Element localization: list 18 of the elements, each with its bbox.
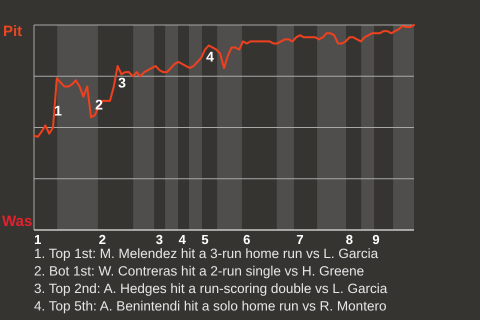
x-tick-label: 3	[156, 232, 164, 247]
text: Pit	[3, 23, 22, 40]
text: 1. Top 1st: M. Melendez hit a 3-run home run vs L. Garcia	[34, 246, 379, 261]
text: 2. Bot 1st: W. Contreras hit a 2-run single vs H. Greene	[34, 264, 364, 278]
text: 4. Top 5th: A. Benintendi hit a solo home run vs R. Montero	[34, 298, 386, 314]
x-tick-label: 6	[243, 232, 250, 247]
x-tick-label: 1	[34, 232, 42, 247]
annotation: 4	[206, 48, 214, 65]
annotation: 3	[118, 74, 126, 91]
x-tick-label: 9	[372, 232, 380, 247]
x-tick-label: 2	[98, 232, 106, 247]
x-tick-label: 8	[346, 232, 354, 247]
x-tick-label: 7	[296, 232, 304, 247]
annotation: 1	[54, 102, 62, 119]
text: Was	[2, 213, 32, 230]
x-tick-label: 4	[178, 232, 187, 247]
x-tick-label: 5	[201, 232, 209, 247]
text: 3. Top 2nd: A. Hedges hit a run-scoring double vs L. Garcia	[34, 281, 388, 296]
